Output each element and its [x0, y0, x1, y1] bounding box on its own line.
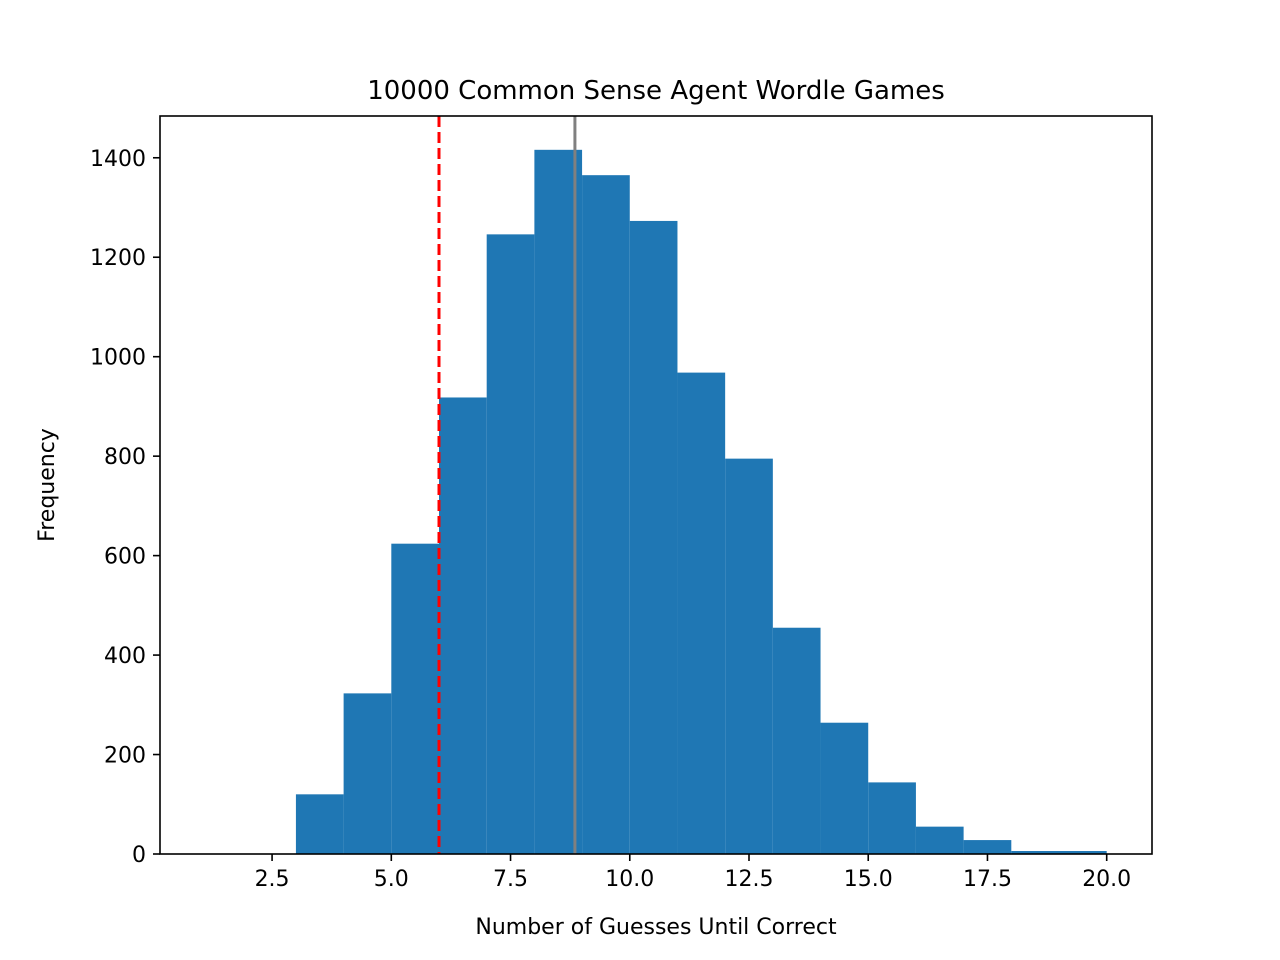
histogram-bar-17	[1011, 851, 1059, 854]
histogram-bar-9	[629, 220, 678, 854]
x-tick-label-1: 5.0	[374, 867, 409, 892]
x-tick-label-2: 7.5	[493, 867, 528, 892]
histogram-bar-2	[295, 794, 344, 854]
y-tick-label-1: 200	[104, 744, 146, 769]
histogram-bar-11	[725, 458, 773, 854]
bars-group	[295, 149, 1107, 854]
histogram-bar-6	[486, 234, 535, 854]
histogram-bar-15	[915, 826, 964, 854]
histogram-bar-13	[820, 722, 869, 854]
histogram-bar-18	[1059, 851, 1107, 854]
histogram-bar-12	[772, 627, 821, 854]
y-tick-label-0: 0	[132, 843, 146, 868]
reference-lines-group	[437, 116, 577, 854]
x-tick-label-3: 10.0	[605, 867, 654, 892]
y-tick-label-6: 1200	[90, 246, 146, 271]
histogram-bar-16	[963, 840, 1012, 854]
x-tick-label-5: 15.0	[844, 867, 893, 892]
x-axis-ticks: 2.5 5.0 7.5 10.0 12.5 15.0 17.5 20.0	[255, 854, 1131, 892]
y-tick-label-3: 600	[104, 545, 146, 570]
y-axis-ticks: 0 200 400 600 800 1000 1200 1400	[90, 147, 160, 868]
y-tick-label-7: 1400	[90, 147, 146, 172]
x-tick-label-4: 12.5	[725, 867, 774, 892]
axes-frame	[159, 115, 1153, 855]
y-axis-label: Frequency	[35, 428, 60, 542]
x-tick-label-7: 20.0	[1082, 867, 1131, 892]
histogram-bar-14	[868, 782, 916, 854]
y-tick-label-2: 400	[104, 644, 146, 669]
histogram-bar-10	[677, 372, 726, 854]
x-tick-label-6: 17.5	[963, 867, 1012, 892]
histogram-bar-3	[343, 693, 392, 854]
x-tick-label-0: 2.5	[255, 867, 290, 892]
chart-title: 10000 Common Sense Agent Wordle Games	[367, 76, 945, 106]
y-tick-label-4: 800	[104, 445, 146, 470]
x-axis-label: Number of Guesses Until Correct	[475, 915, 837, 940]
y-tick-label-5: 1000	[90, 346, 146, 371]
histogram-bar-4	[391, 543, 439, 854]
histogram-bar-5	[439, 397, 487, 854]
histogram-bar-8	[582, 175, 630, 854]
